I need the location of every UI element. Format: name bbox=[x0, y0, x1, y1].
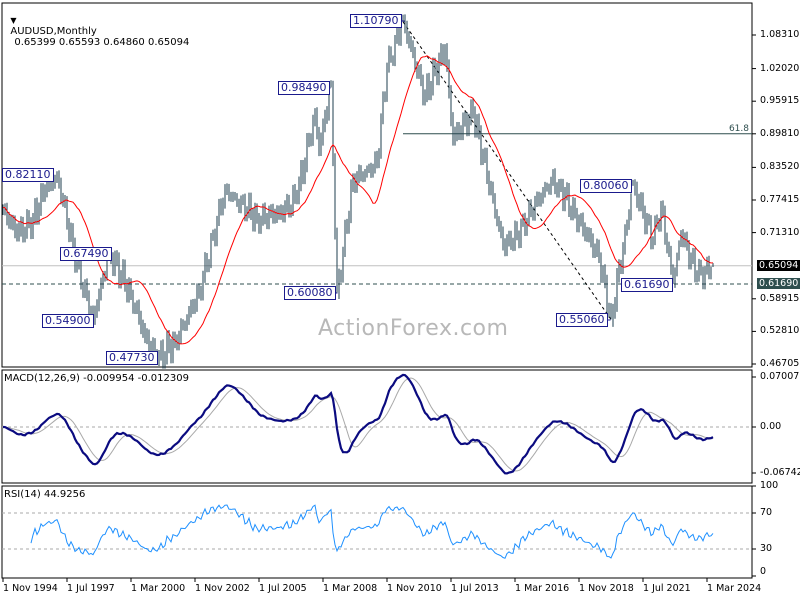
y-tick-label: 0.83520 bbox=[760, 161, 800, 173]
y-tick-label: 1.08310 bbox=[760, 29, 800, 40]
x-tick-label: 1 Jul 2005 bbox=[259, 583, 307, 594]
x-tick-label: 1 Mar 2016 bbox=[515, 583, 570, 594]
y-tick-label: 0.95915 bbox=[760, 95, 800, 107]
macd-title: MACD(12,26,9) -0.009954 -0.012309 bbox=[4, 373, 189, 384]
annotation-label: 0.60080 bbox=[284, 286, 336, 300]
x-tick-label: 1 Nov 2002 bbox=[195, 583, 250, 594]
x-tick-label: 1 Jul 2021 bbox=[643, 583, 691, 594]
macd-y-tick-label: 0.00 bbox=[760, 421, 782, 432]
moving-average-line bbox=[2, 55, 714, 345]
main-panel-frame bbox=[1, 2, 753, 368]
annotation-label: 0.61690 bbox=[621, 278, 673, 292]
x-tick-label: 1 Nov 2018 bbox=[579, 583, 634, 594]
x-tick-label: 1 Nov 1994 bbox=[3, 583, 58, 594]
annotation-label: 0.80060 bbox=[580, 179, 632, 193]
x-tick-label: 1 Nov 2010 bbox=[387, 583, 442, 594]
symbol-label: AUDUSD,Monthly bbox=[10, 26, 97, 37]
rsi-title: RSI(14) 44.9256 bbox=[4, 489, 86, 500]
triangle-down-icon[interactable]: ▼ bbox=[10, 16, 17, 25]
annotation-label: 1.10790 bbox=[350, 14, 402, 28]
chart-header: ▼ AUDUSD,Monthly 0.65399 0.65593 0.64860… bbox=[4, 4, 189, 48]
watermark: ActionForex.com bbox=[318, 316, 509, 341]
annotation-label: 0.47730 bbox=[106, 351, 158, 365]
price-badge: 0.61690 bbox=[757, 277, 800, 289]
x-tick-label: 1 Mar 2008 bbox=[323, 583, 378, 594]
annotation-label: 0.82110 bbox=[2, 168, 54, 182]
rsi-y-tick-label: 70 bbox=[760, 507, 773, 518]
trendline bbox=[402, 21, 612, 320]
macd-line bbox=[2, 373, 714, 475]
x-tick-label: 1 Mar 2024 bbox=[707, 583, 762, 594]
rsi-panel-frame bbox=[1, 485, 753, 579]
y-tick-label: 0.89810 bbox=[760, 127, 800, 139]
macd-y-tick-label: -0.067423 bbox=[760, 467, 800, 478]
fib-label: 61.8 bbox=[729, 124, 749, 134]
rsi-y-tick-label: 0 bbox=[760, 566, 767, 577]
y-tick-label: 0.52810 bbox=[760, 325, 800, 337]
y-tick-label: 0.58915 bbox=[760, 292, 800, 304]
macd-signal-line bbox=[2, 377, 714, 472]
rsi-line bbox=[30, 504, 714, 559]
y-tick-label: 1.02020 bbox=[760, 62, 800, 74]
price-badge: 0.65094 bbox=[757, 259, 800, 271]
x-tick-label: 1 Mar 2000 bbox=[131, 583, 186, 594]
ohlc-readout: 0.65399 0.65593 0.64860 0.65094 bbox=[14, 37, 190, 48]
y-tick-label: 0.77415 bbox=[760, 193, 800, 205]
annotation-label: 0.54900 bbox=[42, 314, 94, 328]
annotation-label: 0.55060 bbox=[556, 313, 608, 327]
annotation-label: 0.67490 bbox=[60, 247, 112, 261]
rsi-y-tick-label: 30 bbox=[760, 543, 773, 554]
macd-y-tick-label: 0.070071 bbox=[760, 371, 800, 382]
y-tick-label: 0.46705 bbox=[760, 358, 800, 369]
annotation-label: 0.98490 bbox=[278, 81, 330, 95]
rsi-y-tick-label: 100 bbox=[760, 480, 779, 491]
y-tick-label: 0.71310 bbox=[760, 226, 800, 238]
x-tick-label: 1 Jul 2013 bbox=[451, 583, 499, 594]
x-tick-label: 1 Jul 1997 bbox=[67, 583, 115, 594]
